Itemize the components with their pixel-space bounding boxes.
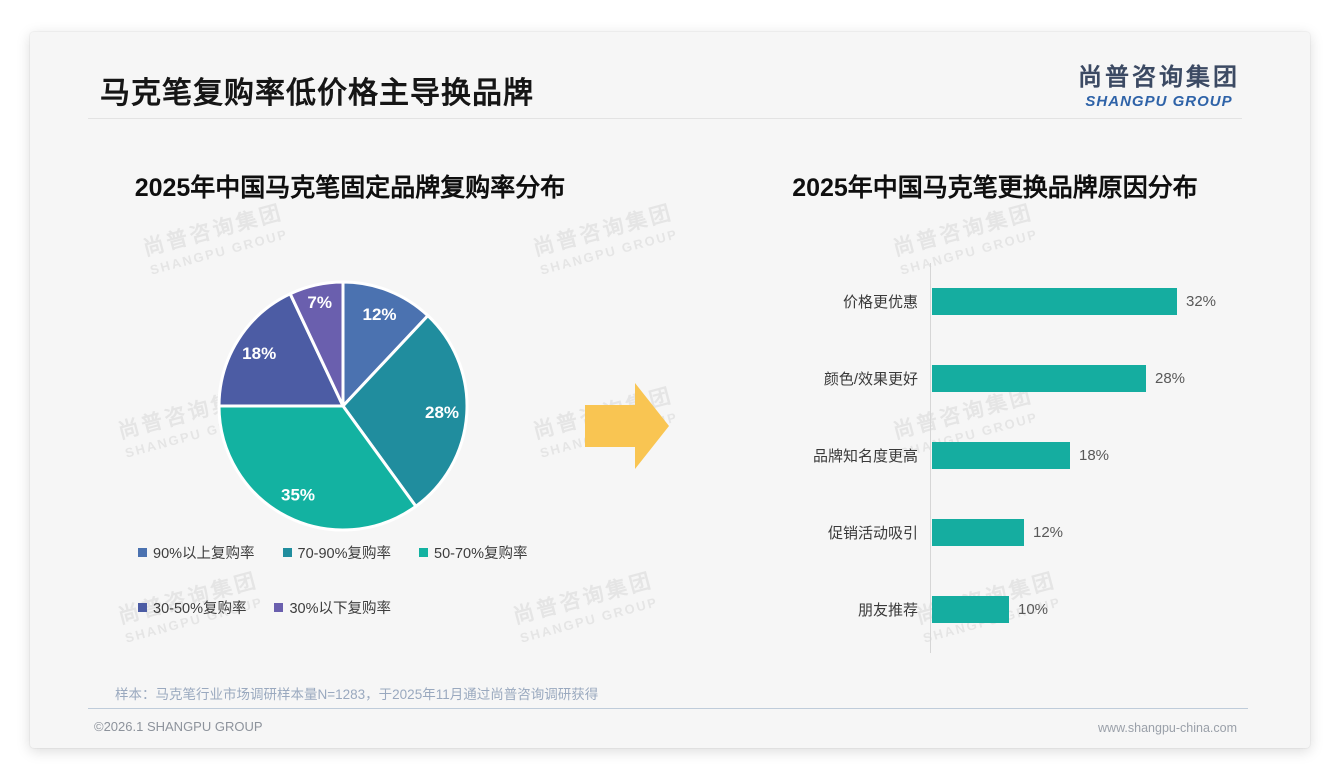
legend-swatch <box>138 603 147 612</box>
title-divider <box>88 118 1242 119</box>
bar-category-label: 价格更优惠 <box>842 294 918 311</box>
brand-logo-en: SHANGPU GROUP <box>1085 93 1233 110</box>
website-url: www.shangpu-china.com <box>1098 721 1237 735</box>
bar-value-label: 10% <box>1018 601 1049 618</box>
bar-chart-axis-line <box>930 263 931 653</box>
pie-chart-title: 2025年中国马克笔固定品牌复购率分布 <box>134 174 566 202</box>
pie-legend-row-1: 90%以上复购率 70-90%复购率 50-70%复购率 <box>138 542 528 563</box>
bar <box>932 519 1024 546</box>
legend-item: 30%以下复购率 <box>274 597 391 618</box>
page-title: 马克笔复购率低价格主导换品牌 <box>100 77 534 110</box>
right-arrow-shape <box>585 383 669 469</box>
right-arrow-icon <box>585 383 669 469</box>
sample-note: 样本：马克笔行业市场调研样本量N=1283，于2025年11月通过尚普咨询调研获… <box>115 687 599 702</box>
brand-logo-cn: 尚普咨询集团 <box>1078 64 1240 91</box>
legend-swatch <box>419 548 429 557</box>
bar-category-label: 朋友推荐 <box>857 602 918 619</box>
bar-category-label: 促销活动吸引 <box>827 525 918 542</box>
pie-slice-label: 12% <box>362 305 396 324</box>
bar <box>932 288 1177 315</box>
pie-slice-label: 35% <box>281 485 315 504</box>
watermark-en: SHANGPU GROUP <box>538 226 680 278</box>
watermark-en: SHANGPU GROUP <box>148 226 290 278</box>
bar-value-label: 28% <box>1155 370 1186 387</box>
legend-label: 50-70%复购率 <box>434 546 528 562</box>
bar-chart-title: 2025年中国马克笔更换品牌原因分布 <box>792 174 1198 202</box>
watermark-cn: 尚普咨询集团 <box>530 200 676 261</box>
pie-slice <box>341 314 469 508</box>
watermark-en: SHANGPU GROUP <box>518 594 660 646</box>
watermark-cn: 尚普咨询集团 <box>510 568 656 629</box>
bar-row: 促销活动吸引 12% <box>770 494 1216 571</box>
legend-swatch <box>274 603 284 612</box>
watermark-cn: 尚普咨询集团 <box>140 200 286 261</box>
bar-row: 朋友推荐 10% <box>770 571 1216 648</box>
pie-slice <box>217 404 418 532</box>
pie-chart: 12% 28% 35% 18% 7% <box>217 280 469 532</box>
legend-label: 70-90%复购率 <box>297 546 392 562</box>
pie-slice <box>288 280 345 408</box>
pie-slice <box>341 280 430 408</box>
footer-divider <box>88 708 1248 709</box>
bar-category-label: 颜色/效果更好 <box>823 371 918 388</box>
brand-logo: 尚普咨询集团 SHANGPU GROUP <box>1078 57 1240 110</box>
legend-label: 30%以下复购率 <box>289 601 392 617</box>
bar <box>932 596 1009 623</box>
bar-value-label: 12% <box>1033 524 1064 541</box>
pie-legend-row-2: 30-50%复购率 30%以下复购率 <box>138 597 391 618</box>
pie-slice-label: 7% <box>307 293 332 312</box>
pie-slice <box>217 292 345 408</box>
bar-row: 价格更优惠 32% <box>770 263 1216 340</box>
bar-row: 品牌知名度更高 18% <box>770 417 1216 494</box>
legend-label: 90%以上复购率 <box>153 546 255 562</box>
bar-chart: 价格更优惠 32% 颜色/效果更好 28% 品牌知名度更高 18% 促销活动吸引 12% 朋友推… <box>770 263 1216 648</box>
legend-item: 70-90%复购率 <box>282 542 392 563</box>
legend-item: 50-70%复购率 <box>419 542 528 563</box>
copyright-text: ©2026.1 SHANGPU GROUP <box>94 719 263 734</box>
bar-category-label: 品牌知名度更高 <box>812 448 918 465</box>
bar-row: 颜色/效果更好 28% <box>770 340 1216 417</box>
pie-slice-label: 28% <box>425 403 459 422</box>
bar-value-label: 18% <box>1079 447 1110 464</box>
bar-value-label: 32% <box>1186 293 1217 310</box>
slide-card: 尚普咨询集团 SHANGPU GROUP 尚普咨询集团 SHANGPU GROUP 尚普… <box>30 32 1310 748</box>
bar <box>932 365 1146 392</box>
legend-item: 90%以上复购率 <box>138 542 255 563</box>
legend-swatch <box>282 548 292 557</box>
legend-item: 30-50%复购率 <box>138 597 246 618</box>
pie-slice-label: 18% <box>242 344 276 363</box>
legend-swatch <box>138 548 147 557</box>
watermark-cn: 尚普咨询集团 <box>890 200 1036 261</box>
legend-label: 30-50%复购率 <box>153 601 247 617</box>
bar <box>932 442 1070 469</box>
